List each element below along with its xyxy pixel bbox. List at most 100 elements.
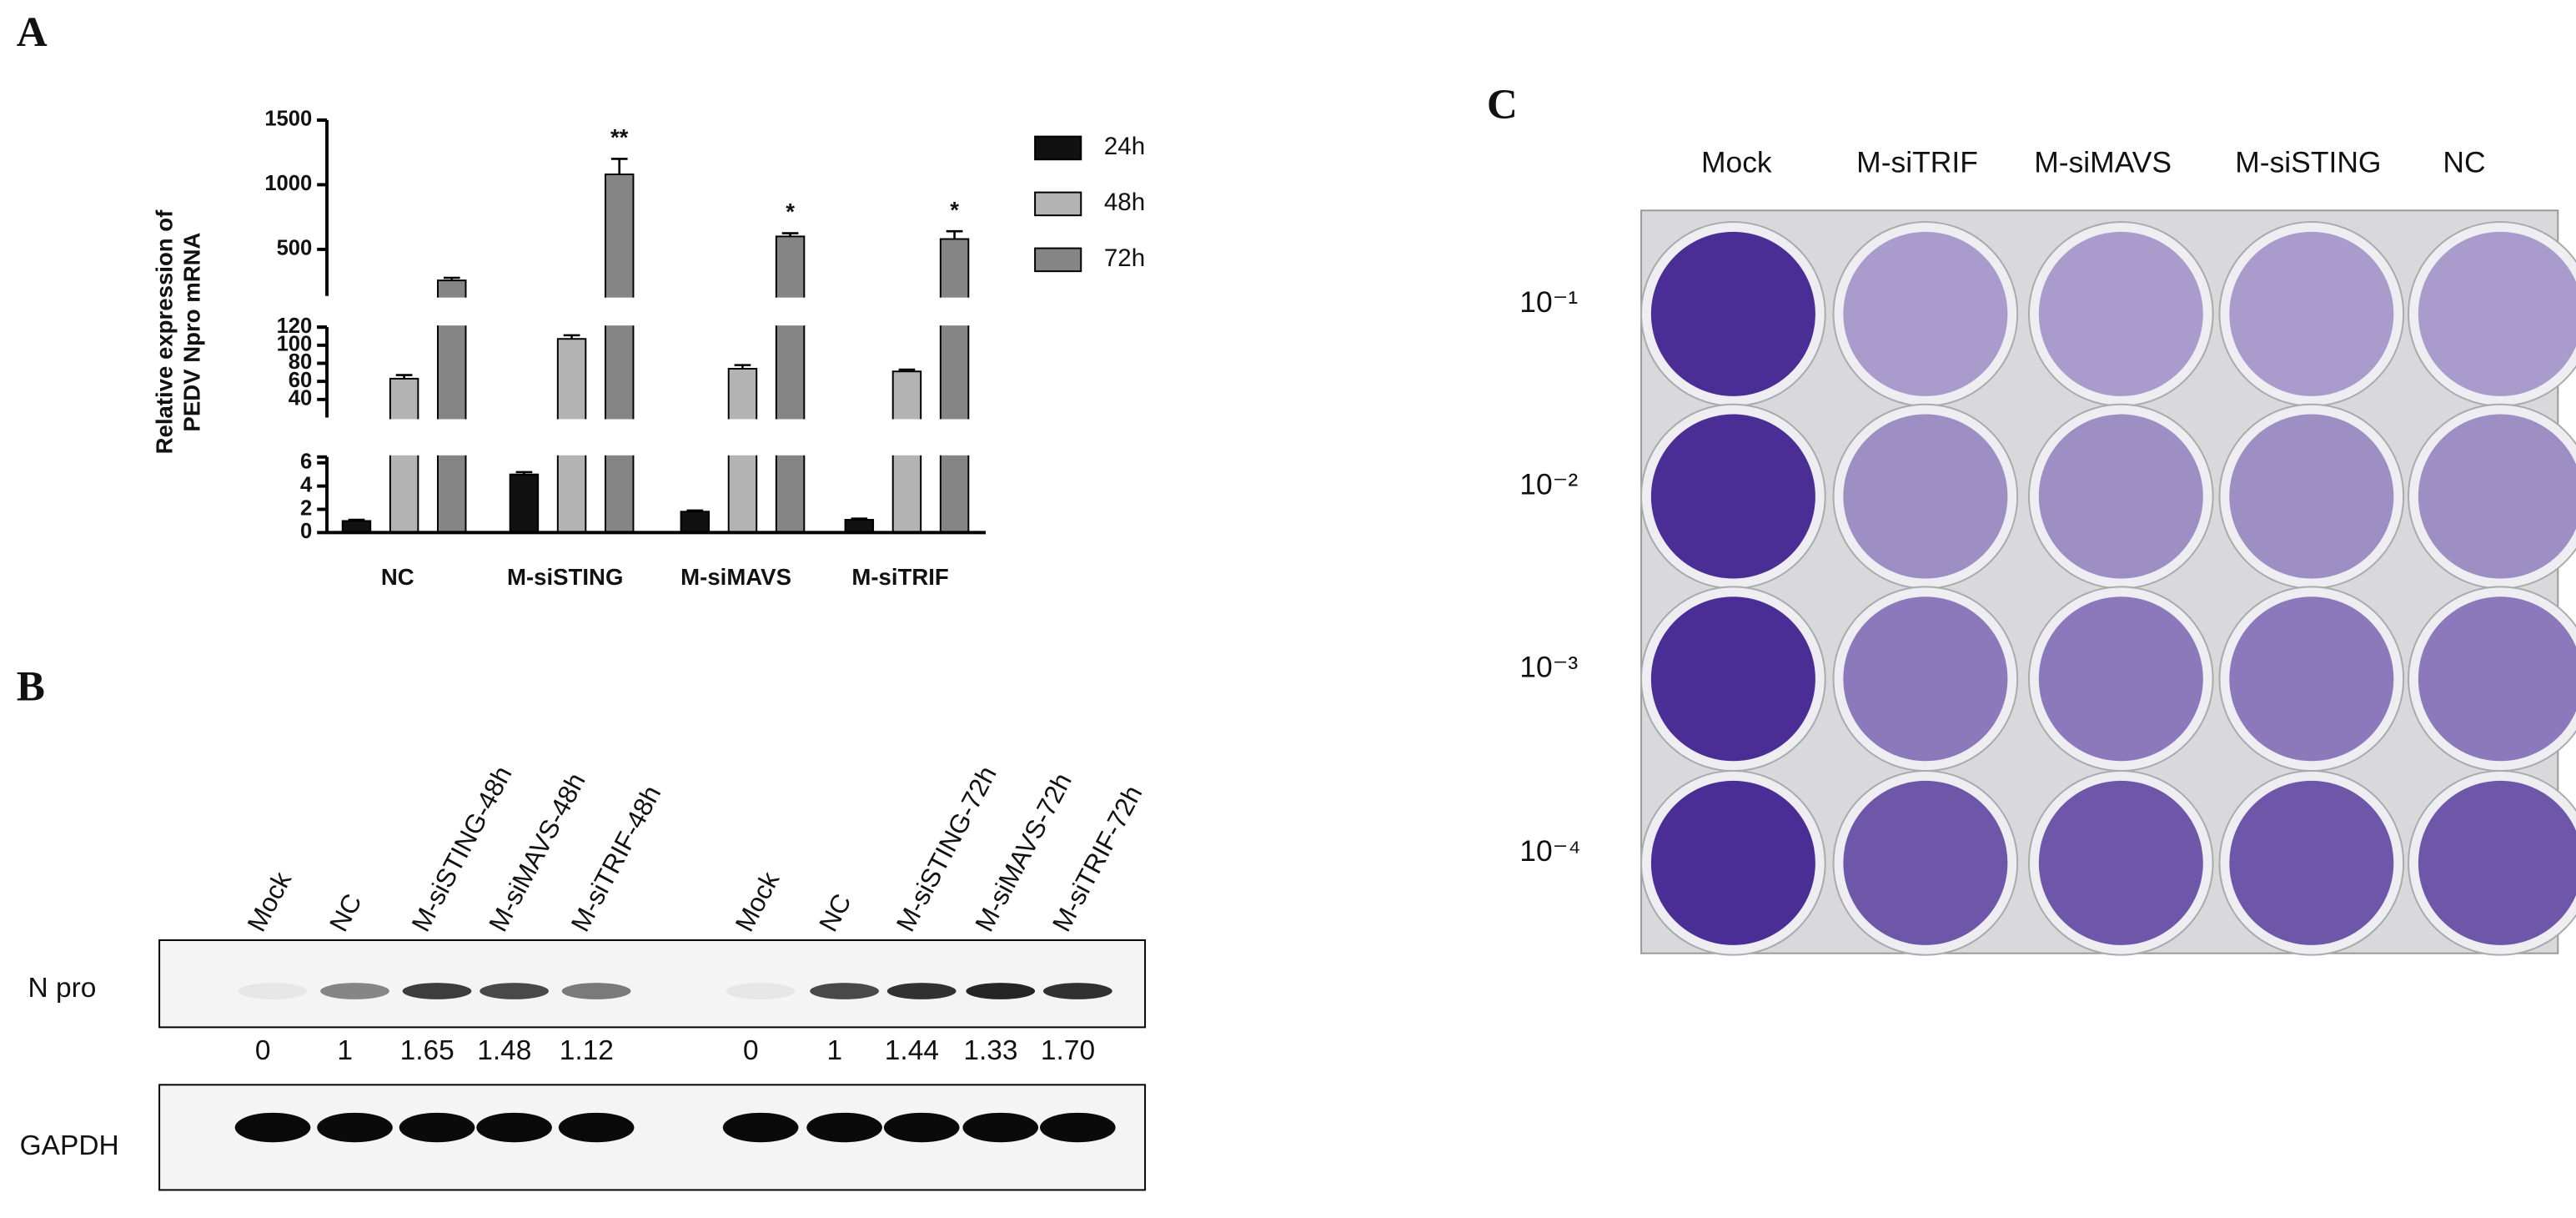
quantification: 0	[743, 1035, 759, 1066]
legend-swatch	[1034, 135, 1082, 161]
well	[1843, 596, 2008, 762]
quantification: 1.65	[400, 1035, 454, 1066]
legend-label: 72h	[1104, 244, 1145, 272]
lane-label: Mock	[729, 867, 785, 937]
x-tick-label: NC	[381, 564, 414, 590]
axis-break	[310, 419, 989, 455]
error-bar	[443, 276, 460, 281]
error-bar	[898, 368, 916, 372]
well	[1843, 231, 2008, 396]
band	[883, 1112, 960, 1143]
band	[476, 1112, 552, 1143]
legend-label: 48h	[1104, 189, 1145, 216]
band	[806, 1112, 882, 1143]
error-bar	[946, 229, 963, 239]
well	[2229, 414, 2394, 579]
lane-label: M-siTRIF-48h	[565, 780, 666, 936]
lane-label: Mock	[241, 867, 297, 937]
well	[2229, 596, 2394, 762]
band	[726, 983, 796, 999]
quantification: 1.70	[1041, 1035, 1095, 1066]
row-label: 10⁻¹	[1519, 285, 1578, 319]
band	[1042, 983, 1112, 999]
error-bar	[851, 517, 868, 521]
panel-label: B	[17, 662, 45, 710]
well	[2038, 414, 2203, 579]
y-tick-label: 4	[300, 473, 313, 496]
band	[886, 983, 957, 999]
bar	[680, 511, 711, 534]
column-label: Mock	[1701, 145, 1772, 179]
panel-label: C	[1487, 81, 1518, 128]
band	[480, 983, 549, 999]
panel-label: A	[17, 8, 48, 56]
band	[317, 1112, 393, 1143]
band	[1040, 1112, 1116, 1143]
plaque-plate: Mock M-siTRIF M-siMAVS M-siSTING NC 10⁻¹ 10⁻² 1…	[1519, 145, 2576, 956]
quantification: 1.48	[477, 1035, 531, 1066]
y-axis-label: PEDV Npro mRNA	[179, 232, 205, 431]
bar	[604, 174, 635, 534]
y-tick-label: 100	[277, 333, 313, 356]
band	[966, 983, 1036, 999]
well	[1650, 596, 1815, 762]
well	[1843, 414, 2008, 579]
band	[234, 1112, 311, 1143]
axis-break	[310, 297, 989, 326]
well	[2038, 231, 2203, 396]
quantification: 1	[826, 1035, 842, 1066]
well	[2418, 414, 2576, 579]
y-tick-label: 1500	[264, 108, 312, 131]
column-label: M-siSTING	[2235, 145, 2381, 179]
quantification: 1.33	[963, 1035, 1017, 1066]
band	[810, 983, 879, 999]
error-bar	[563, 334, 580, 340]
significance-label: *	[950, 197, 959, 223]
band	[558, 1112, 635, 1143]
bar	[389, 377, 419, 534]
western-blot: Mock NC M-siSTING-48hM-siMAVS-48hM-siTRIF-…	[20, 761, 1148, 1191]
bar	[844, 519, 875, 534]
significance-label: **	[610, 124, 629, 150]
y-tick-label: 500	[277, 237, 313, 260]
band	[962, 1112, 1039, 1143]
column-label: NC	[2443, 145, 2485, 179]
lane-label: NC	[324, 888, 368, 936]
band	[402, 983, 472, 999]
bar	[775, 235, 806, 534]
y-tick-label: 60	[289, 369, 312, 392]
band	[561, 983, 631, 999]
well	[2038, 596, 2203, 762]
row-label: 10⁻³	[1519, 650, 1578, 683]
y-tick-label: 120	[277, 315, 313, 338]
y-tick-label: 80	[289, 350, 312, 374]
well	[1650, 231, 1815, 396]
error-bar	[515, 471, 533, 475]
error-bar	[734, 364, 751, 369]
well	[2038, 780, 2203, 945]
bar	[509, 473, 540, 534]
error-bar	[348, 518, 365, 521]
well	[2418, 596, 2576, 762]
y-tick-label: 2	[300, 496, 312, 520]
error-bar	[781, 232, 799, 237]
band	[722, 1112, 799, 1143]
quantification: 1	[337, 1035, 353, 1066]
quantification: 1.12	[560, 1035, 614, 1066]
legend-label: 24h	[1104, 133, 1145, 160]
y-tick-label: 1000	[264, 172, 312, 195]
row-label: N pro	[28, 973, 96, 1004]
x-tick-label: M-siSTING	[507, 564, 623, 590]
legend-swatch	[1034, 247, 1082, 273]
y-tick-label: 0	[300, 520, 312, 543]
column-label: M-siMAVS	[2034, 145, 2172, 179]
lane-label: NC	[813, 888, 857, 936]
well	[2229, 780, 2394, 945]
error-bar	[395, 374, 413, 379]
quantification: 1.44	[885, 1035, 939, 1066]
row-label: 10⁻²	[1519, 468, 1578, 501]
band	[399, 1112, 475, 1143]
x-tick-label: M-siTRIF	[851, 564, 948, 590]
